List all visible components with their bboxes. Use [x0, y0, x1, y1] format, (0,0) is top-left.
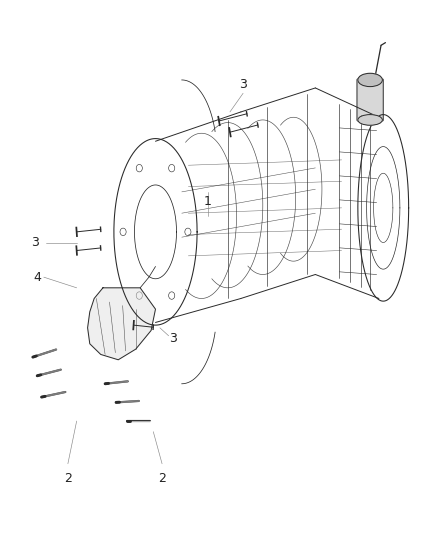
Text: 2: 2	[64, 472, 72, 484]
Text: 4: 4	[33, 271, 41, 284]
Ellipse shape	[358, 115, 382, 125]
Text: 3: 3	[31, 236, 39, 249]
Text: 1: 1	[204, 195, 212, 207]
Text: 3: 3	[169, 332, 177, 345]
Polygon shape	[88, 288, 155, 360]
Ellipse shape	[358, 73, 382, 86]
Text: 3: 3	[239, 78, 247, 91]
FancyBboxPatch shape	[357, 79, 383, 121]
Text: 2: 2	[158, 472, 166, 484]
